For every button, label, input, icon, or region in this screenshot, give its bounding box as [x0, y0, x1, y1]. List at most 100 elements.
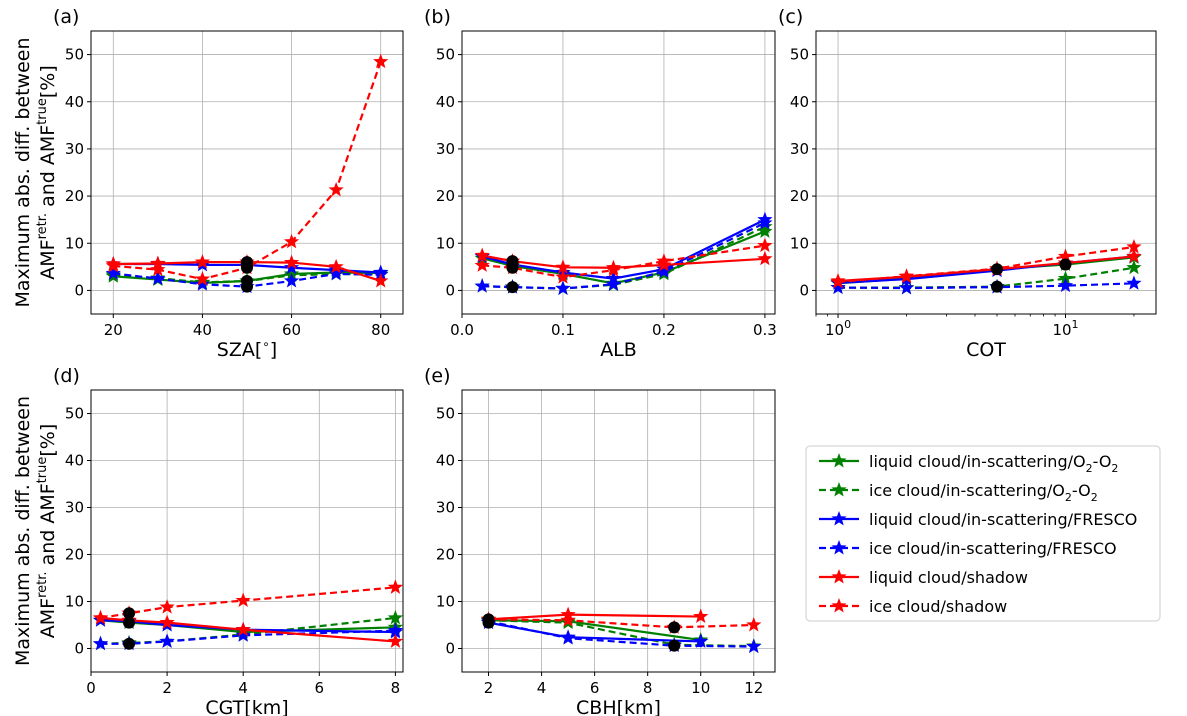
- data-point: [830, 279, 846, 295]
- y-tick-label: 40: [436, 452, 455, 470]
- y-tick-label: 10: [65, 234, 84, 252]
- y-tick-label: 0: [799, 281, 809, 299]
- x-tick-label: 40: [193, 321, 212, 339]
- x-tick-base: 60: [282, 321, 301, 339]
- data-point: [605, 276, 622, 291]
- x-tick-base: 6: [315, 679, 325, 697]
- data-point: [328, 265, 344, 281]
- data-point: [387, 622, 403, 638]
- data-point: [757, 223, 773, 238]
- series-line: [481, 230, 766, 285]
- x-tick-label: 0.2: [652, 321, 676, 339]
- data-point: [474, 247, 490, 262]
- legend-label-sub: 2: [1065, 491, 1072, 504]
- highlight-marker: [241, 256, 253, 269]
- data-point: [92, 609, 109, 625]
- highlight-marker: [241, 274, 253, 287]
- data-point: [194, 254, 211, 269]
- highlight-marker: [991, 263, 1004, 276]
- x-axis-label-text: ALB: [600, 339, 637, 361]
- x-tick-base: 20: [104, 321, 123, 339]
- x-tick-label: 10: [691, 679, 710, 697]
- data-point: [746, 617, 762, 632]
- y-tick-label: 50: [790, 46, 809, 64]
- highlight-marker: [123, 616, 136, 629]
- series-group: [92, 579, 403, 651]
- data-point: [283, 254, 300, 270]
- x-axis-label-text: COT: [966, 339, 1006, 361]
- ylabel-percent: [%]: [37, 424, 59, 457]
- y-tick-label: 40: [65, 93, 84, 111]
- x-tick-base: 0.0: [450, 321, 474, 339]
- highlight-marker: [123, 637, 136, 650]
- highlight-marker: [482, 613, 495, 626]
- legend-swatch-star: [831, 511, 847, 526]
- x-tick-base: 0.3: [753, 321, 777, 339]
- panel-d: 0 10 20 30 40 50 0 2 4 6 8 (d) CGT[km] Maximum abs. d…: [12, 365, 404, 716]
- highlight-marker: [668, 621, 681, 634]
- data-point: [656, 263, 672, 279]
- x-tick-base: 40: [193, 321, 212, 339]
- y-tick-label: 30: [65, 140, 84, 158]
- y-axis-label-line2: AMFretr. and AMFtrue[%]: [35, 424, 59, 639]
- data-point: [235, 627, 251, 642]
- x-tick-label: 6: [315, 679, 325, 697]
- axes-frame: [90, 389, 404, 673]
- data-point: [283, 233, 300, 249]
- data-point: [373, 53, 389, 69]
- y-tick-label: 20: [65, 546, 84, 564]
- legend-label-text: liquid cloud/in-scattering/O: [869, 452, 1086, 471]
- x-tick-base: 80: [371, 321, 390, 339]
- data-point: [693, 633, 709, 648]
- panel-label: (a): [53, 6, 79, 28]
- data-point: [560, 612, 576, 627]
- axes-frame: [461, 389, 776, 673]
- data-point: [235, 621, 251, 637]
- x-tick-label: 100: [825, 318, 851, 339]
- data-point: [693, 608, 709, 624]
- legend-label-sub2: 2: [1111, 462, 1118, 475]
- x-tick-base: 0.2: [652, 321, 676, 339]
- y-axis-label-line1: Maximum abs. diff. between: [12, 396, 34, 666]
- data-point: [898, 268, 915, 283]
- ylabel-true-sup: true: [35, 98, 50, 125]
- series-line: [482, 221, 766, 290]
- data-point: [387, 633, 403, 648]
- data-point: [105, 265, 121, 280]
- data-point: [1057, 277, 1074, 293]
- x-tick-label: 4: [238, 679, 248, 697]
- x-axis-label: ALB: [600, 339, 637, 361]
- legend-label-mid: -O: [1072, 481, 1091, 500]
- x-axis-label-end: ]: [270, 339, 277, 361]
- data-point: [757, 250, 773, 266]
- series-line: [482, 225, 766, 290]
- data-point: [159, 614, 175, 630]
- legend-label-text: liquid cloud/shadow: [869, 568, 1028, 587]
- legend-entry-label: ice cloud/shadow: [869, 597, 1007, 616]
- y-tick-label: 10: [436, 593, 455, 611]
- y-tick-label: 30: [65, 499, 84, 517]
- y-tick-label: 0: [445, 281, 455, 299]
- data-point: [283, 259, 300, 275]
- x-tick-label: 2: [484, 679, 494, 697]
- x-tick-label: 20: [104, 321, 123, 339]
- data-point: [194, 271, 211, 286]
- data-point: [159, 599, 175, 614]
- highlight-marker: [1059, 258, 1072, 271]
- data-point: [1126, 275, 1142, 290]
- data-point: [555, 280, 571, 295]
- legend-entry-label: liquid cloud/in-scattering/FRESCO: [869, 510, 1137, 529]
- legend-label-mid: -O: [1093, 452, 1112, 471]
- data-point: [898, 280, 915, 295]
- x-tick-base: 10: [1052, 321, 1071, 339]
- data-point: [1126, 239, 1142, 254]
- y-tick-label: 50: [436, 46, 455, 64]
- x-tick-label: 0.3: [753, 321, 777, 339]
- x-tick-base: 6: [590, 679, 600, 697]
- x-tick-label: 0: [86, 679, 96, 697]
- y-tick-label: 10: [436, 234, 455, 252]
- data-point: [474, 278, 490, 293]
- ylabel-true-sup: true: [35, 457, 50, 484]
- legend-entry-label: liquid cloud/in-scattering/O2-O2: [869, 452, 1118, 475]
- data-point: [656, 253, 672, 268]
